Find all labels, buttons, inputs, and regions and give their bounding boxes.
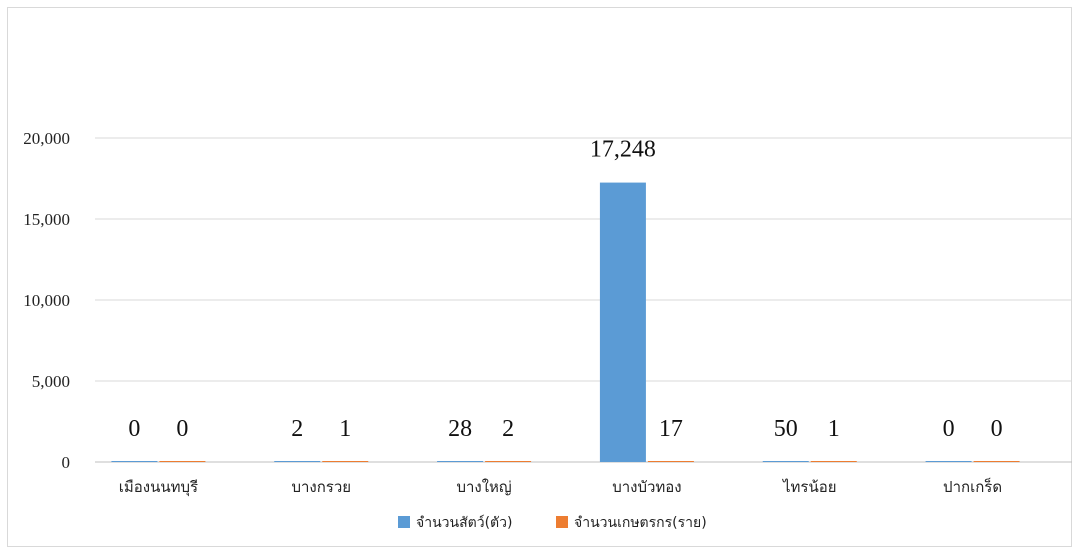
chart-frame <box>7 7 1072 547</box>
x-tick-label: บางใหญ่ <box>456 478 511 496</box>
data-label: 0 <box>128 416 140 442</box>
data-label: 0 <box>991 416 1003 442</box>
bar-farmers <box>322 461 369 462</box>
legend-label: จำนวนเกษตรกร(ราย) <box>574 515 707 531</box>
data-label: 1 <box>828 416 840 442</box>
data-label: 28 <box>448 416 472 442</box>
bar-animals <box>599 182 646 462</box>
y-tick-label: 10,000 <box>23 291 70 310</box>
legend-label: จำนวนสัตว์(ตัว) <box>416 514 512 531</box>
x-tick-label: เมืองนนทบุรี <box>119 478 198 497</box>
bar-farmers <box>973 461 1020 462</box>
bar-animals <box>111 461 158 462</box>
bar-farmers <box>485 461 532 462</box>
legend-swatch <box>556 516 568 528</box>
x-tick-label: บางกรวย <box>291 478 351 496</box>
data-label: 0 <box>943 416 955 442</box>
x-tick-label: ไทรน้อย <box>782 478 837 496</box>
bar-animals <box>925 461 972 462</box>
data-label: 0 <box>176 416 188 442</box>
data-label: 2 <box>502 416 514 442</box>
data-label: 1 <box>339 416 351 442</box>
x-tick-label: บางบัวทอง <box>612 478 681 496</box>
x-tick-label: ปากเกร็ด <box>943 477 1002 496</box>
bar-farmers <box>159 461 206 462</box>
data-label: 2 <box>291 416 303 442</box>
bar-farmers <box>810 461 857 462</box>
data-label: 17,248 <box>590 137 656 163</box>
bar-animals <box>762 461 809 462</box>
y-tick-label: 20,000 <box>23 129 70 148</box>
y-tick-label: 15,000 <box>23 210 70 229</box>
bar-animals <box>274 461 321 462</box>
bar-farmers <box>647 461 694 462</box>
y-tick-label: 5,000 <box>32 372 70 391</box>
data-label: 50 <box>774 416 798 442</box>
bar-animals <box>437 461 484 462</box>
legend-swatch <box>398 516 410 528</box>
data-label: 17 <box>659 416 683 442</box>
y-tick-label: 0 <box>62 453 71 472</box>
